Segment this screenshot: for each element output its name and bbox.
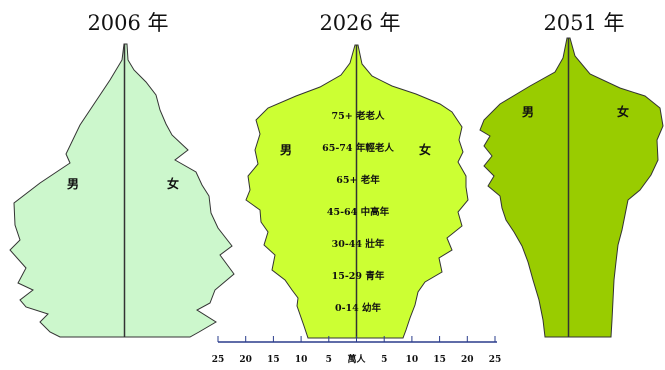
x-tick-label: 10 <box>295 355 308 365</box>
x-axis-ticks: 25 20 15 10 5 萬人 5 10 15 20 25 <box>212 336 502 365</box>
pyramid-2006-shape <box>9 43 235 338</box>
x-tick-label: 5 <box>381 355 387 365</box>
age-group-label: 15-29 青年 <box>332 270 385 282</box>
pyramid-2026: 2026 年 男 女 75+ 老老人 65-74 年輕老人 65+ 老年 45-64 … <box>212 11 502 365</box>
age-group-label: 45-64 中高年 <box>327 206 390 218</box>
x-tick-label: 5 <box>326 355 332 365</box>
pyramid-2006-female-label: 女 <box>167 176 179 191</box>
x-tick-label: 15 <box>433 355 446 365</box>
pyramid-2051-female-label: 女 <box>617 104 629 119</box>
x-tick-label: 20 <box>239 355 252 365</box>
pyramid-2051-title: 2051 年 <box>543 11 624 35</box>
age-group-label: 30-44 壯年 <box>332 238 385 250</box>
pyramid-2051-male-label: 男 <box>522 105 534 119</box>
x-tick-label: 25 <box>212 355 225 365</box>
pyramid-2026-male-label: 男 <box>280 143 292 157</box>
pyramid-2026-title: 2026 年 <box>319 11 400 35</box>
pyramid-2006-male-label: 男 <box>67 177 79 191</box>
pyramid-2051-shape <box>479 37 664 338</box>
pyramid-2006: 2006 年 男 女 <box>9 11 235 338</box>
pyramid-2051: 2051 年 男 女 <box>479 11 664 338</box>
x-tick-label: 10 <box>406 355 419 365</box>
x-tick-label: 20 <box>461 355 474 365</box>
pyramid-2006-title: 2006 年 <box>87 11 168 35</box>
x-tick-label: 25 <box>489 355 502 365</box>
age-group-label: 65-74 年輕老人 <box>322 142 394 154</box>
pyramid-2026-female-label: 女 <box>419 142 431 157</box>
x-axis: 25 20 15 10 5 萬人 5 10 15 20 25 <box>212 336 502 365</box>
x-tick-label: 萬人 <box>347 353 366 365</box>
age-group-label: 0-14 幼年 <box>335 302 382 314</box>
x-tick-label: 15 <box>267 355 280 365</box>
age-group-labels: 75+ 老老人 65-74 年輕老人 65+ 老年 45-64 中高年 30-44 壯年… <box>322 110 394 314</box>
age-group-label: 65+ 老年 <box>336 174 380 186</box>
age-group-label: 75+ 老老人 <box>332 110 385 122</box>
